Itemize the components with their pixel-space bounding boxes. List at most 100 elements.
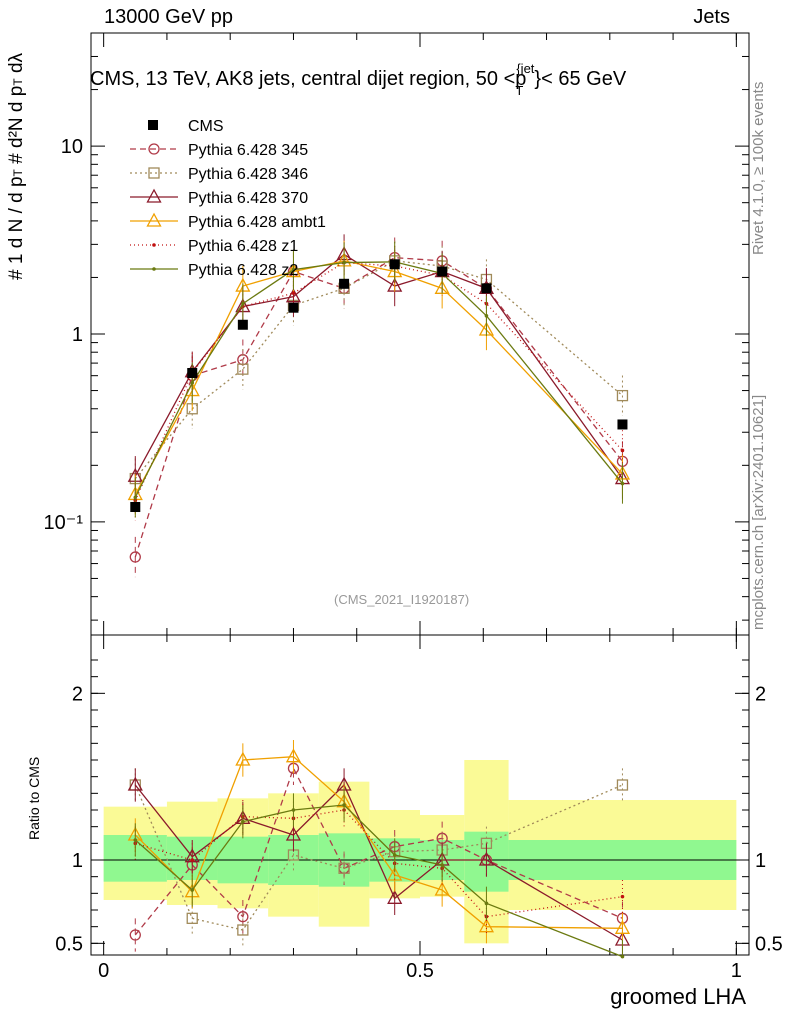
ratio-point-p370	[285, 826, 302, 841]
ratio-y-tick-label-right: 1	[755, 850, 766, 872]
ratio-point-z2	[190, 888, 195, 892]
ratio-point-z2	[241, 819, 245, 824]
cms-data-point	[130, 502, 141, 513]
legend-label-z1: Pythia 6.428 z1	[188, 238, 298, 255]
series-line-z2	[134, 261, 623, 498]
legend-label-p345: Pythia 6.428 345	[188, 142, 308, 159]
ylabel-dpt: d p	[6, 85, 27, 113]
series-line-p345	[134, 256, 623, 558]
ratio-point-p370	[478, 851, 495, 866]
cms-data-point	[437, 266, 448, 277]
ratio-point-p345	[237, 911, 249, 923]
main-y-label: # 1 d N / d pT # d²N d pT dλ	[6, 53, 28, 280]
ratio-point-p370	[127, 776, 143, 791]
ylabel-d2n: d²N	[6, 117, 27, 148]
legend-marker-p346	[148, 167, 160, 179]
rivet-side-label: Rivet 4.1.0, ≥ 100k events	[750, 81, 767, 255]
series-point-z2	[342, 260, 346, 265]
series-line-z1	[134, 261, 623, 501]
x-axis-label: groomed LHA	[610, 984, 746, 1009]
ratio-point-z1	[620, 894, 625, 899]
ratio-y-tick-label: 0.5	[55, 933, 83, 955]
ylabel-one: 1	[6, 253, 27, 265]
ylabel-dn: d N / d p	[6, 176, 27, 249]
plot-title-post: }< 65 GeV	[534, 68, 627, 90]
x-tick-label: 1	[731, 960, 742, 982]
plot-title-sub: T	[515, 83, 524, 98]
legend-label-cms: CMS	[188, 118, 224, 135]
ratio-y-tick-label: 2	[72, 683, 83, 705]
series-line-ambt1	[134, 260, 623, 495]
ratio-point-z2	[133, 838, 138, 842]
series-line-p346	[134, 260, 623, 479]
ratio-point-z2	[440, 863, 444, 867]
series-point-p346	[616, 389, 629, 402]
cms-data-point	[187, 368, 198, 379]
main-y-tick-label: 1	[72, 324, 83, 346]
legend-marker-z1	[152, 243, 156, 247]
cms-data-point	[339, 278, 350, 289]
ratio-point-ambt1	[434, 881, 450, 896]
ratio-point-p345	[129, 929, 141, 941]
ratio-line-z1	[135, 809, 623, 918]
main-y-tick-label: 10⁻¹	[44, 512, 84, 534]
cms-data-point	[389, 259, 400, 270]
cms-data-point	[288, 302, 299, 313]
ratio-point-p346	[186, 912, 198, 924]
plot-title-sup: {jet	[516, 61, 535, 76]
plot-title-pre: CMS, 13 TeV, AK8 jets, central dijet reg…	[90, 68, 527, 90]
ratio-point-z2	[342, 803, 346, 807]
analysis-tag: (CMS_2021_I1920187)	[334, 592, 470, 607]
ratio-point-p346	[616, 779, 629, 791]
ratio-point-ambt1	[478, 918, 495, 933]
header-right-label: Jets	[693, 6, 730, 28]
legend-marker-ambt1	[146, 212, 162, 227]
x-tick-label: 0	[98, 960, 109, 982]
legend-label-ambt1: Pythia 6.428 ambt1	[188, 214, 326, 231]
ratio-point-p346	[237, 924, 249, 936]
series-line-p370	[134, 253, 623, 479]
main-y-tick-label: 10	[61, 136, 83, 158]
ratio-point-z2	[620, 954, 625, 959]
ylabel-dl: dλ	[6, 52, 27, 74]
legend-label-p346: Pythia 6.428 346	[188, 166, 308, 183]
series-point-z1	[291, 291, 296, 295]
series-point-z2	[241, 301, 245, 306]
series-point-z2	[484, 313, 489, 318]
x-tick-label: 0.5	[406, 960, 434, 982]
series-point-z1	[620, 448, 625, 453]
legend-marker-z2	[152, 267, 156, 271]
ylabel-hash1: #	[6, 269, 27, 280]
ylabel-hash2: #	[6, 153, 27, 164]
ratio-y-label: Ratio to CMS	[26, 756, 42, 840]
ratio-point-z2	[484, 901, 489, 906]
series-point-z2	[190, 380, 195, 385]
series-point-p346	[237, 363, 249, 375]
ratio-point-z2	[392, 853, 397, 857]
ylabel-t: T	[11, 169, 25, 177]
series-point-p345	[129, 551, 141, 563]
ratio-point-p370	[387, 889, 403, 904]
series-point-z2	[291, 267, 296, 272]
legend-marker-cms	[148, 120, 158, 130]
cms-data-point	[237, 319, 248, 330]
plot-title: CMS, 13 TeV, AK8 jets, central dijet reg…	[90, 61, 627, 98]
legend-marker-p345	[148, 143, 160, 155]
ratio-point-ambt1	[614, 919, 631, 934]
ylabel-t2: T	[11, 78, 25, 86]
ratio-y-tick-label: 1	[72, 850, 83, 872]
legend-label-p370: Pythia 6.428 370	[188, 190, 308, 207]
header-left-label: 13000 GeV pp	[104, 6, 233, 28]
legend-label-z2: Pythia 6.428 z2	[188, 262, 298, 279]
ratio-point-ambt1	[235, 751, 251, 766]
ratio-point-z2	[291, 808, 296, 812]
ratio-y-tick-label-right: 0.5	[755, 933, 783, 955]
series-point-z2	[133, 495, 138, 500]
ratio-point-p346	[338, 862, 350, 874]
cms-data-point	[481, 283, 492, 294]
ratio-point-z1	[190, 858, 195, 862]
series-point-z2	[620, 481, 625, 486]
mcplots-side-label: mcplots.cern.ch [arXiv:2401.10621]	[750, 394, 767, 630]
ratio-point-ambt1	[285, 748, 302, 763]
